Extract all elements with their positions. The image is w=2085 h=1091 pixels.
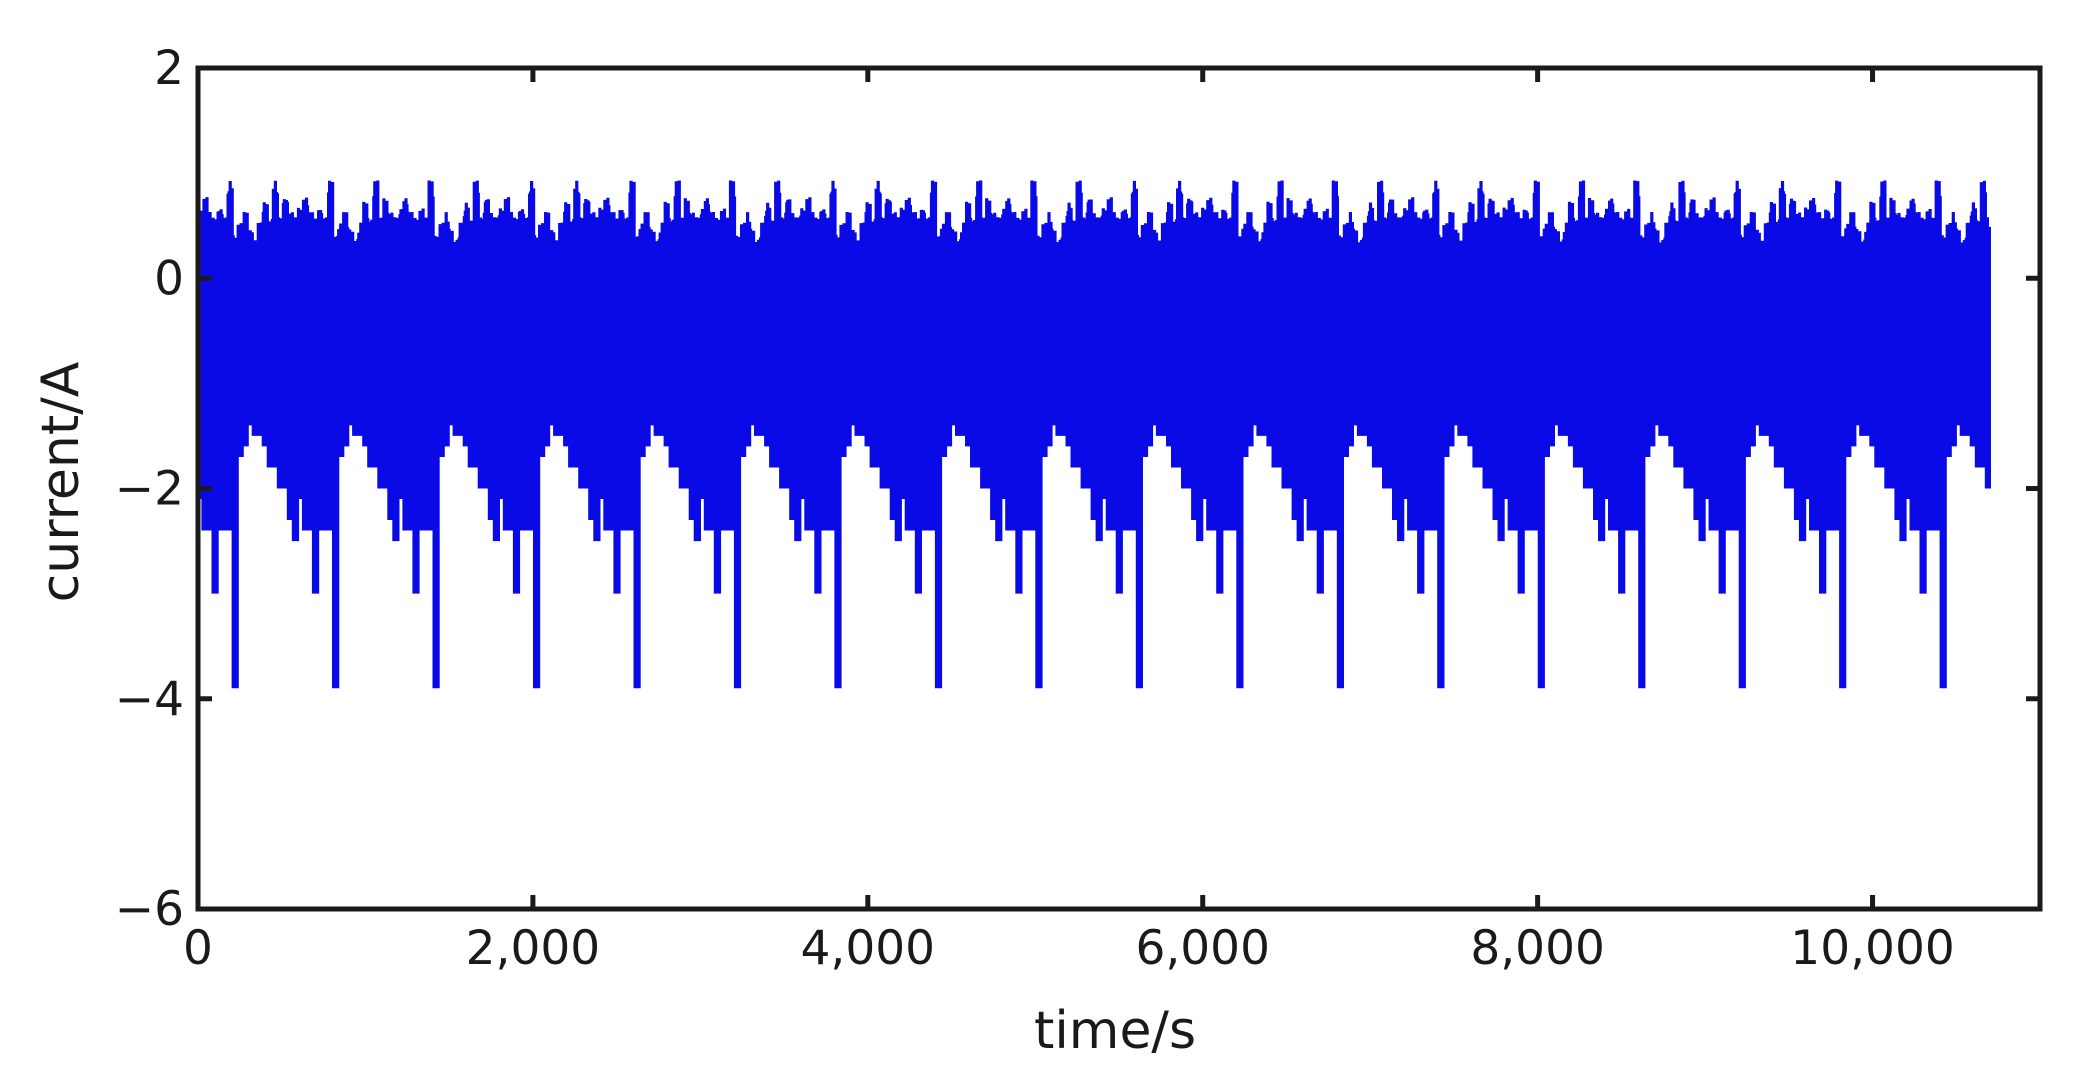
x-tick-label: 4,000: [801, 921, 936, 976]
plot-area: [196, 180, 1991, 689]
x-tick-label: 0: [183, 921, 213, 976]
y-tick-label: −4: [115, 672, 184, 727]
y-tick-label: 2: [154, 41, 184, 96]
y-tick-label: −2: [115, 462, 184, 517]
x-tick-label: 10,000: [1790, 921, 1954, 976]
x-axis-label: time/s: [1034, 1001, 1196, 1061]
y-axis-label: current/A: [31, 361, 91, 602]
x-tick-label: 6,000: [1135, 921, 1270, 976]
x-tick-label: 2,000: [466, 921, 601, 976]
x-tick-label: 8,000: [1470, 921, 1605, 976]
series-current-core: [198, 262, 1990, 405]
series-current-line: [196, 180, 1991, 689]
axes: 0 2,000 4,000 6,000 8,000 10,000 −6 −4 −2 0 2: [115, 41, 2043, 976]
y-tick-label: 0: [154, 251, 184, 306]
y-tick-label: −6: [115, 882, 184, 937]
